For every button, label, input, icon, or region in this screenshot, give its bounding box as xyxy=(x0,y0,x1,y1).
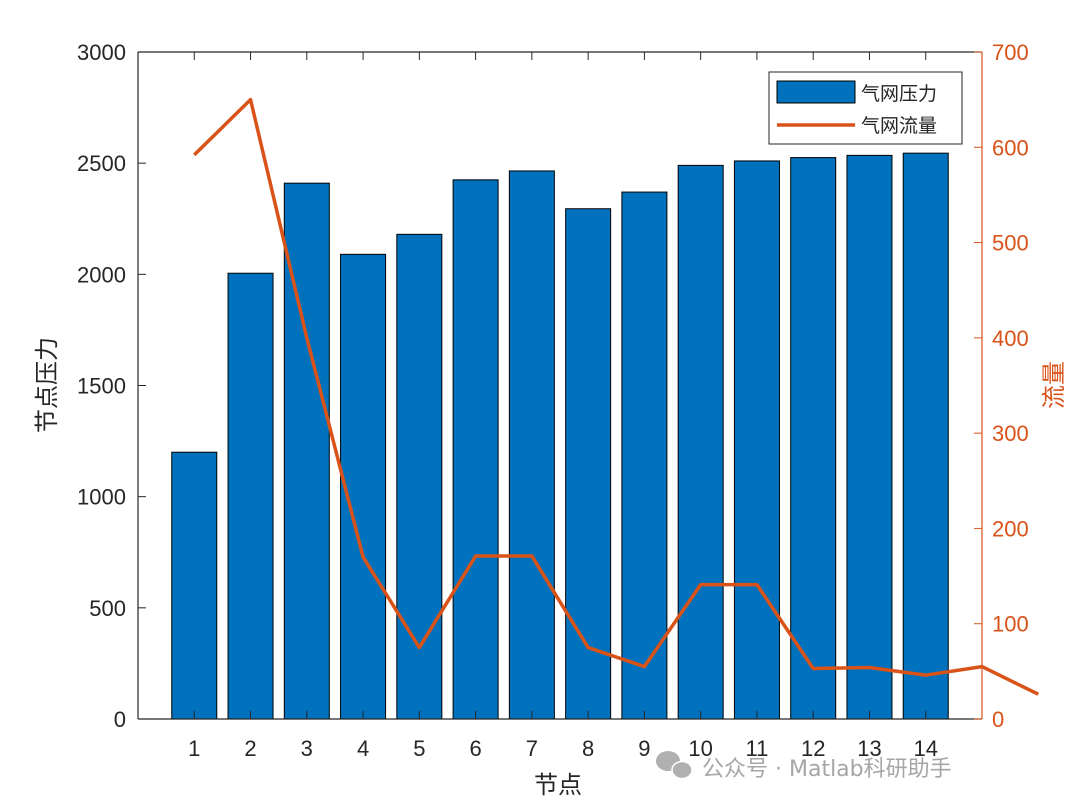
pressure-bar-11 xyxy=(733,160,780,720)
y-tick-label-left-2500: 2500 xyxy=(77,151,126,176)
y-tick-label-right-100: 100 xyxy=(992,612,1029,637)
x-axis-title: 节点 xyxy=(534,771,582,799)
x-tick-label-13: 13 xyxy=(857,736,881,761)
y-tick-label-right-0: 0 xyxy=(992,707,1004,732)
x-tick-label-14: 14 xyxy=(913,736,937,761)
pressure-bar-8 xyxy=(565,208,612,720)
y-tick-label-right-600: 600 xyxy=(992,135,1029,160)
y-tick-label-right-700: 700 xyxy=(992,40,1029,65)
x-tick-label-6: 6 xyxy=(469,736,481,761)
x-tick-label-1: 1 xyxy=(188,736,200,761)
pressure-bar-10 xyxy=(677,164,724,720)
legend-label-flow: 气网流量 xyxy=(861,115,937,137)
watermark: 公众号 · Matlab科研助手 xyxy=(656,751,952,782)
legend-label-pressure: 气网压力 xyxy=(861,83,937,105)
pressure-bar-4 xyxy=(340,253,387,720)
x-tick-label-8: 8 xyxy=(582,736,594,761)
legend: 气网压力 气网流量 xyxy=(768,71,963,145)
legend-swatch-pressure xyxy=(776,80,856,104)
pressure-bar-12 xyxy=(790,157,837,720)
flow-line-group xyxy=(193,97,1040,696)
y-tick-label-right-500: 500 xyxy=(992,231,1029,256)
y-tick-label-right-400: 400 xyxy=(992,326,1029,351)
y-axis-title-right: 流量 xyxy=(1040,361,1068,409)
y-tick-label-left-500: 500 xyxy=(89,596,126,621)
y-tick-label-right-300: 300 xyxy=(992,421,1029,446)
wechat-icon xyxy=(656,751,693,780)
pressure-bar-14 xyxy=(902,152,949,720)
tick-labels: 1 2 3 4 5 6 7 8 9 10 11 12 13 14050010001500200025003… xyxy=(77,40,1029,761)
pressure-bar-9 xyxy=(621,191,668,720)
y-tick-label-left-3000: 3000 xyxy=(77,40,126,65)
watermark-text: 公众号 · Matlab科研助手 xyxy=(702,757,952,782)
x-tick-label-4: 4 xyxy=(357,736,369,761)
x-tick-label-7: 7 xyxy=(526,736,538,761)
x-tick-label-11: 11 xyxy=(746,736,769,761)
y-tick-label-right-200: 200 xyxy=(992,516,1029,541)
y-axis-title-left: 节点压力 xyxy=(33,337,61,433)
pressure-bars xyxy=(171,152,949,720)
y-tick-label-left-0: 0 xyxy=(114,707,126,732)
x-tick-label-12: 12 xyxy=(801,736,825,761)
pressure-bar-1 xyxy=(171,451,218,720)
pressure-bar-2 xyxy=(227,272,274,720)
x-tick-label-10: 10 xyxy=(688,736,712,761)
pressure-bar-5 xyxy=(396,233,443,720)
x-tick-label-2: 2 xyxy=(244,736,256,761)
x-tick-label-9: 9 xyxy=(638,736,650,761)
pressure-bar-13 xyxy=(846,154,893,720)
x-tick-label-5: 5 xyxy=(413,736,425,761)
axes xyxy=(137,51,983,720)
y-tick-label-left-1500: 1500 xyxy=(77,374,126,399)
y-tick-label-left-2000: 2000 xyxy=(77,262,126,287)
y-tick-label-left-1000: 1000 xyxy=(77,485,126,510)
pressure-bar-7 xyxy=(508,170,555,720)
pressure-bar-6 xyxy=(452,179,499,720)
flow-line xyxy=(193,97,1040,696)
x-tick-label-3: 3 xyxy=(301,736,313,761)
